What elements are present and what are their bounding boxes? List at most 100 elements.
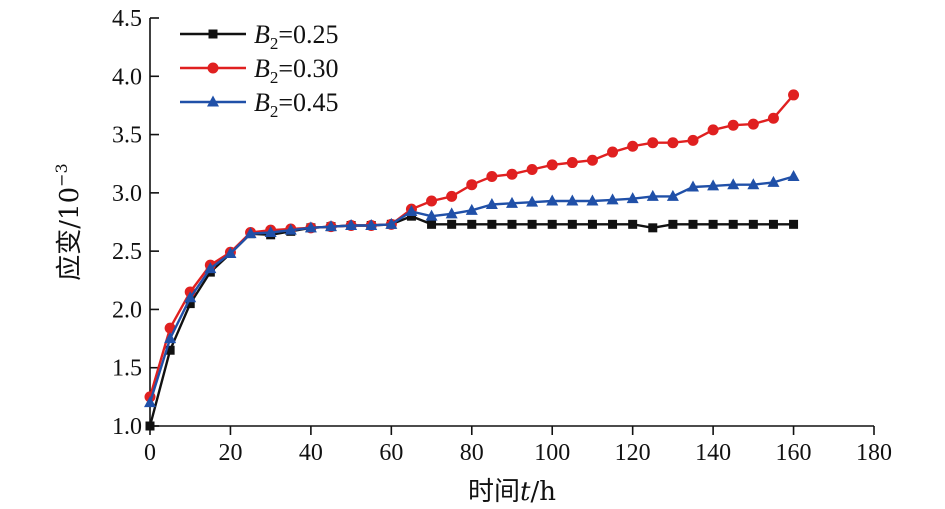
data-point (566, 157, 578, 169)
legend-item: B2=0.45 (180, 88, 339, 121)
data-point (405, 205, 418, 217)
data-point (425, 209, 438, 221)
data-point (727, 119, 739, 131)
x-axis-title-prefix: 时间 (468, 477, 520, 507)
data-point (385, 217, 398, 229)
data-point (787, 170, 800, 182)
x-axis-title-var: t (520, 477, 531, 507)
data-point (164, 332, 177, 344)
data-point (546, 194, 559, 206)
legend-value: =0.30 (278, 54, 338, 83)
data-point (144, 396, 156, 408)
data-point (547, 219, 557, 229)
legend-marker (207, 95, 219, 107)
data-point (728, 219, 738, 229)
legend-label: B2=0.25 (254, 20, 339, 53)
data-point (304, 221, 317, 233)
series-square (145, 211, 799, 431)
data-point (546, 159, 558, 171)
data-point (145, 421, 155, 431)
data-point (747, 118, 759, 130)
legend-item: B2=0.30 (180, 54, 339, 87)
data-point (608, 219, 618, 229)
y-tick-label: 3.0 (112, 181, 142, 207)
y-axis-title-unit: /10 (55, 187, 85, 229)
y-tick-label: 3.5 (112, 123, 142, 149)
data-point (748, 219, 758, 229)
series-circle (144, 89, 800, 403)
x-tick-label: 80 (460, 440, 484, 466)
series-line (148, 214, 794, 427)
legend-marker (207, 62, 219, 74)
data-point (506, 196, 518, 208)
y-axis-title-exp: −3 (52, 163, 71, 187)
data-point (747, 178, 760, 190)
data-point (526, 195, 539, 207)
y-tick-label: 1.5 (112, 356, 142, 382)
data-point (325, 220, 337, 232)
y-tick-label: 1.0 (112, 414, 142, 440)
data-point (566, 194, 579, 206)
data-point (507, 219, 517, 229)
data-point (667, 137, 679, 149)
data-point (586, 194, 599, 206)
legend-value: =0.45 (278, 88, 338, 117)
legend-symbol: B (254, 88, 270, 117)
x-axis-title-unit: /h (530, 477, 556, 507)
data-point (768, 219, 778, 229)
data-point (688, 219, 698, 229)
data-point (687, 134, 699, 146)
data-point (687, 180, 699, 192)
legend-item: B2=0.25 (180, 20, 339, 53)
data-point (427, 219, 437, 229)
data-point (707, 124, 719, 136)
x-tick-label: 20 (218, 440, 242, 466)
data-point (165, 345, 175, 355)
data-point (365, 218, 378, 230)
y-tick-label: 4.5 (112, 6, 142, 32)
y-axis-title: 应变/10−3 (52, 163, 85, 280)
legend-subscript: 2 (270, 102, 279, 121)
data-point (668, 219, 678, 229)
data-point (204, 262, 217, 274)
data-point (727, 178, 740, 190)
legend-subscript: 2 (270, 34, 279, 53)
data-point (426, 195, 438, 207)
data-point (607, 146, 619, 158)
data-point (527, 219, 537, 229)
data-point (345, 218, 358, 230)
data-point (628, 219, 638, 229)
series (144, 89, 800, 431)
data-point (486, 171, 498, 183)
x-tick-label: 60 (379, 440, 403, 466)
x-tick-label: 180 (856, 440, 892, 466)
data-point (244, 227, 257, 239)
axes (149, 18, 874, 427)
y-tick-label: 2.0 (112, 297, 142, 323)
data-point (184, 291, 197, 303)
legend-symbol: B (254, 54, 270, 83)
data-point (485, 198, 498, 210)
data-point (707, 179, 720, 191)
x-axis-title: 时间t/h (468, 477, 556, 507)
legend-label: B2=0.45 (254, 88, 339, 121)
data-point (647, 137, 659, 149)
data-point (648, 223, 658, 233)
legend-subscript: 2 (270, 68, 279, 87)
series-triangle (144, 170, 800, 408)
x-tick-label: 140 (695, 440, 731, 466)
data-point (445, 207, 458, 219)
data-point (586, 154, 598, 166)
ticks: 0 20 40 60 80 100 120 140 160 180 1.0 1.5 2.0 2.5 3.0 3… (112, 6, 892, 466)
data-point (506, 168, 518, 180)
y-tick-label: 2.5 (112, 239, 142, 265)
x-tick-label: 40 (299, 440, 323, 466)
data-point (626, 192, 639, 204)
data-point (646, 189, 659, 201)
legend-marker (208, 29, 218, 39)
data-point (224, 246, 237, 258)
data-point (465, 203, 478, 215)
data-point (587, 219, 597, 229)
